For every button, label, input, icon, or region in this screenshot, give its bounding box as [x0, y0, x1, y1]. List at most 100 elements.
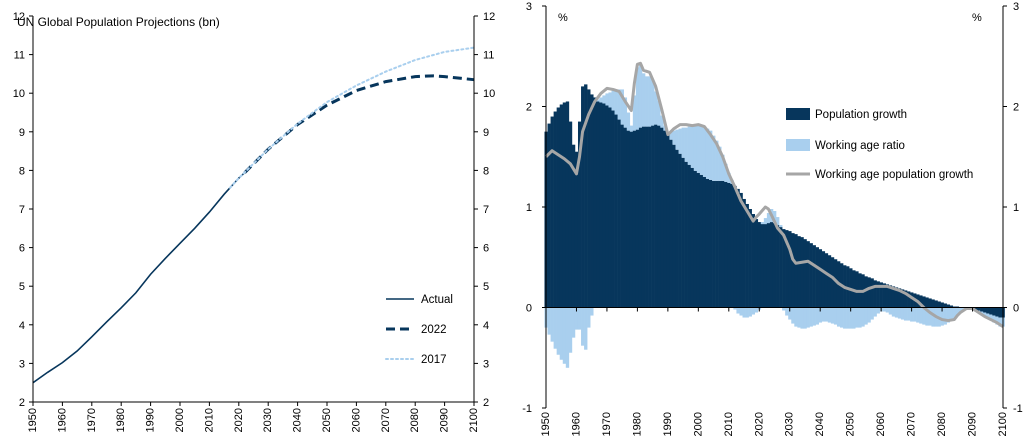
x-tick-label: 2020: [753, 412, 765, 436]
bar-working-age-ratio: [824, 307, 829, 322]
bar-population-growth: [626, 130, 631, 308]
bar-working-age-ratio: [864, 307, 868, 325]
bar-population-growth: [739, 192, 743, 308]
bar-population-growth: [803, 239, 807, 308]
bar-population-growth: [882, 283, 887, 308]
bar-working-age-ratio: [766, 213, 771, 224]
y-tick-label-left: 12: [13, 11, 25, 23]
y-tick-label-right: 9: [483, 127, 489, 139]
bar-population-growth: [943, 303, 947, 308]
population-growth-decomposition-chart: % % -1 -1 0 0 1 1 2 2 3 3 1950 1960 1970 1980 1990 2000…: [522, 1, 1023, 436]
y-tick-label-left: 3: [526, 1, 532, 13]
bar-working-age-ratio: [897, 307, 902, 319]
bar-population-growth: [565, 101, 570, 308]
bar-population-growth: [629, 131, 634, 308]
bar-population-growth: [620, 124, 624, 308]
bar-working-age-ratio: [943, 307, 947, 325]
bar-population-growth: [562, 102, 567, 308]
y-tick-label-left: 6: [19, 243, 25, 255]
bar-population-growth: [772, 223, 777, 308]
bar-population-growth: [891, 286, 896, 308]
x-tick-label: 2080: [409, 408, 421, 432]
bar-working-age-ratio: [733, 307, 737, 310]
bar-population-growth: [733, 185, 737, 308]
bar-population-growth: [590, 94, 594, 308]
x-tick-label: 1950: [540, 412, 552, 436]
y-tick-label-right: -1: [1013, 403, 1023, 415]
bar-population-growth: [986, 307, 990, 314]
bar-working-age-ratio: [727, 172, 731, 183]
bar-population-growth: [806, 241, 810, 308]
y-tick-label-right: 2: [1013, 102, 1019, 114]
y-tick-label-right: 7: [483, 204, 489, 216]
y-axis-unit-left: %: [558, 12, 568, 24]
bar-working-age-ratio: [913, 307, 917, 322]
bar-population-growth: [654, 124, 658, 308]
bar-working-age-ratio: [651, 80, 655, 126]
legend-label: Working age ratio: [815, 140, 905, 152]
legend-label: Working age population growth: [815, 169, 973, 181]
bar-population-growth: [608, 107, 612, 308]
bar-working-age-ratio: [641, 73, 646, 127]
y-tick-label-left: 11: [14, 50, 25, 62]
chart-title: UN Global Population Projections (bn): [17, 15, 220, 29]
bar-population-growth: [593, 97, 597, 308]
bar-working-age-ratio: [855, 307, 859, 328]
bar-population-growth: [727, 182, 731, 308]
bar-working-age-ratio: [894, 307, 899, 318]
bar-working-age-ratio: [885, 307, 890, 313]
bar-working-age-ratio: [577, 307, 582, 330]
bar-population-growth: [705, 178, 710, 308]
bar-series: [544, 65, 1005, 368]
bar-population-growth: [763, 224, 768, 308]
bar-population-growth: [785, 230, 789, 308]
bar-population-growth: [894, 287, 899, 308]
bar-working-age-ratio: [928, 307, 932, 326]
bar-working-age-ratio: [955, 307, 960, 316]
bar-population-growth: [651, 125, 655, 308]
y-tick-label-left: 5: [19, 281, 25, 293]
x-tick-label: 1990: [145, 408, 157, 432]
bar-working-age-ratio: [721, 154, 725, 181]
bar-population-growth: [776, 225, 780, 308]
bar-population-growth: [876, 281, 880, 308]
bar-population-growth: [709, 179, 713, 308]
bar-working-age-ratio: [690, 125, 695, 168]
bar-population-growth: [855, 271, 859, 308]
bar-population-growth: [614, 114, 618, 308]
bar-working-age-ratio: [709, 130, 713, 180]
bar-working-age-ratio: [830, 307, 835, 324]
bar-working-age-ratio: [742, 307, 746, 318]
bar-population-growth: [830, 257, 835, 308]
bar-working-age-ratio: [638, 65, 643, 128]
x-tick-label: 2030: [262, 408, 274, 432]
bar-working-age-ratio: [654, 91, 658, 125]
bar-population-growth: [782, 229, 786, 308]
x-tick-label: 2050: [321, 408, 333, 432]
x-tick-label: 2070: [906, 412, 918, 436]
bar-population-growth: [675, 149, 679, 308]
bar-working-age-ratio: [958, 307, 963, 313]
bar-working-age-ratio: [724, 163, 728, 182]
bar-population-growth: [998, 307, 1002, 318]
bar-population-growth: [867, 277, 871, 308]
bar-population-growth: [687, 164, 692, 308]
bar-population-growth: [556, 107, 561, 308]
bar-working-age-ratio: [565, 307, 570, 368]
bar-population-growth: [992, 307, 996, 316]
x-tick-label: 2010: [203, 408, 215, 432]
bar-working-age-ratio: [571, 307, 576, 338]
bar-population-growth: [730, 183, 734, 308]
x-tick-label: 2030: [784, 412, 796, 436]
legend: Actual 2022 2017: [385, 294, 453, 366]
y-tick-label-left: 8: [19, 165, 25, 177]
bar-working-age-ratio: [657, 100, 661, 126]
bar-working-age-ratio: [840, 307, 844, 328]
bar-population-growth: [559, 104, 564, 308]
bar-population-growth: [983, 307, 987, 313]
bar-population-growth: [611, 110, 615, 308]
bar-population-growth: [672, 144, 676, 308]
x-tick-label: 1950: [27, 408, 39, 432]
bar-working-age-ratio: [751, 307, 755, 315]
bar-working-age-ratio: [587, 307, 591, 328]
